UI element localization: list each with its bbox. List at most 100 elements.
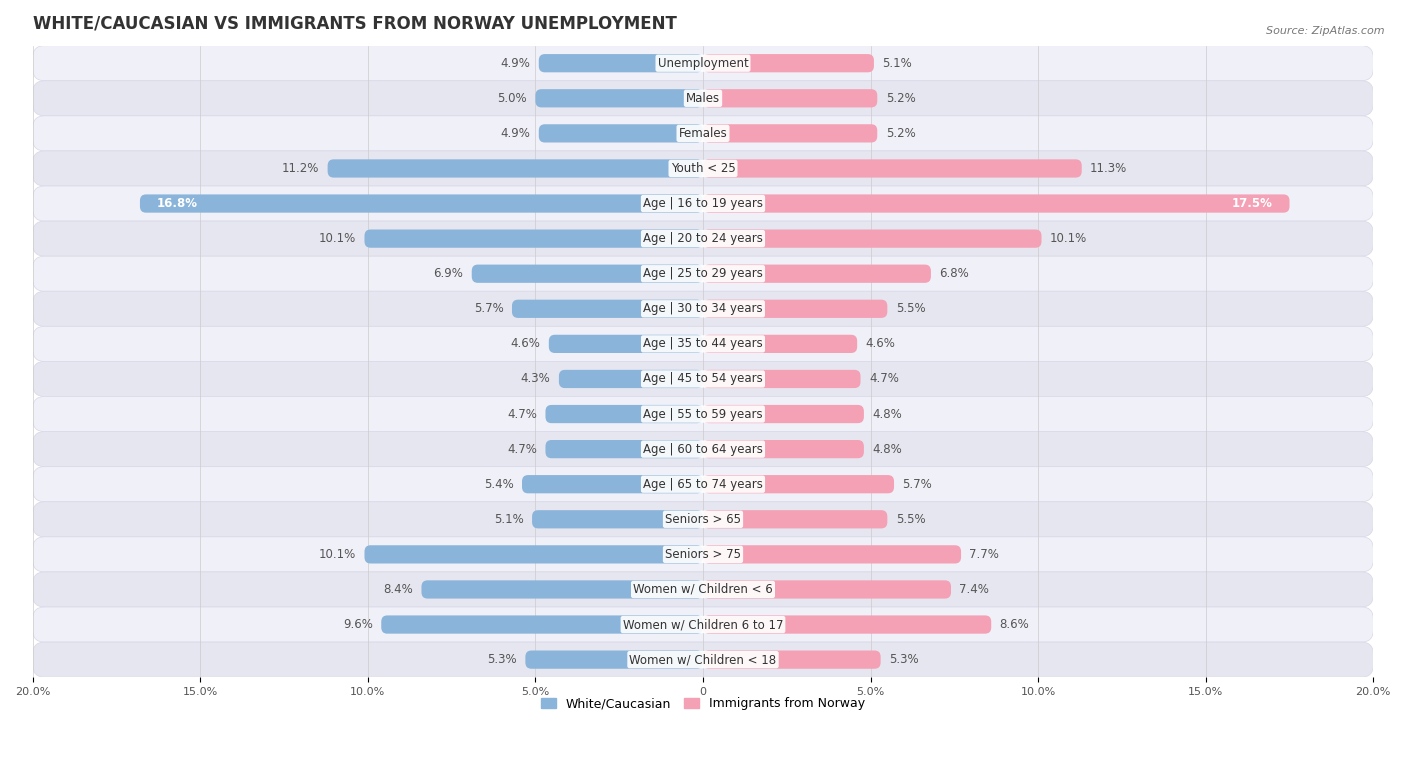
Text: 11.3%: 11.3% xyxy=(1090,162,1128,175)
FancyBboxPatch shape xyxy=(32,116,1374,151)
Text: 5.2%: 5.2% xyxy=(886,127,915,140)
FancyBboxPatch shape xyxy=(703,440,863,458)
FancyBboxPatch shape xyxy=(703,195,1289,213)
Text: 10.1%: 10.1% xyxy=(319,548,356,561)
Text: Age | 25 to 29 years: Age | 25 to 29 years xyxy=(643,267,763,280)
Text: Women w/ Children < 18: Women w/ Children < 18 xyxy=(630,653,776,666)
FancyBboxPatch shape xyxy=(703,405,863,423)
Text: 5.1%: 5.1% xyxy=(883,57,912,70)
Text: 6.8%: 6.8% xyxy=(939,267,969,280)
Text: 4.7%: 4.7% xyxy=(869,372,898,385)
FancyBboxPatch shape xyxy=(703,545,962,563)
FancyBboxPatch shape xyxy=(703,300,887,318)
Text: 4.7%: 4.7% xyxy=(508,407,537,421)
FancyBboxPatch shape xyxy=(512,300,703,318)
Text: 10.1%: 10.1% xyxy=(1050,232,1087,245)
Text: Age | 65 to 74 years: Age | 65 to 74 years xyxy=(643,478,763,491)
FancyBboxPatch shape xyxy=(32,326,1374,361)
Text: 5.0%: 5.0% xyxy=(498,92,527,104)
FancyBboxPatch shape xyxy=(32,151,1374,186)
FancyBboxPatch shape xyxy=(32,431,1374,466)
Text: 17.5%: 17.5% xyxy=(1232,197,1272,210)
FancyBboxPatch shape xyxy=(32,572,1374,607)
FancyBboxPatch shape xyxy=(32,466,1374,502)
Text: WHITE/CAUCASIAN VS IMMIGRANTS FROM NORWAY UNEMPLOYMENT: WHITE/CAUCASIAN VS IMMIGRANTS FROM NORWA… xyxy=(32,15,676,33)
Text: Unemployment: Unemployment xyxy=(658,57,748,70)
Text: Seniors > 75: Seniors > 75 xyxy=(665,548,741,561)
FancyBboxPatch shape xyxy=(32,502,1374,537)
FancyBboxPatch shape xyxy=(32,221,1374,256)
FancyBboxPatch shape xyxy=(364,229,703,248)
FancyBboxPatch shape xyxy=(364,545,703,563)
Text: Age | 30 to 34 years: Age | 30 to 34 years xyxy=(643,302,763,316)
Legend: White/Caucasian, Immigrants from Norway: White/Caucasian, Immigrants from Norway xyxy=(536,692,870,715)
Text: Age | 60 to 64 years: Age | 60 to 64 years xyxy=(643,443,763,456)
Text: Males: Males xyxy=(686,92,720,104)
FancyBboxPatch shape xyxy=(531,510,703,528)
Text: 4.9%: 4.9% xyxy=(501,57,530,70)
Text: Age | 20 to 24 years: Age | 20 to 24 years xyxy=(643,232,763,245)
FancyBboxPatch shape xyxy=(381,615,703,634)
FancyBboxPatch shape xyxy=(558,370,703,388)
FancyBboxPatch shape xyxy=(328,159,703,178)
Text: Age | 16 to 19 years: Age | 16 to 19 years xyxy=(643,197,763,210)
Text: 5.3%: 5.3% xyxy=(488,653,517,666)
Text: 4.9%: 4.9% xyxy=(501,127,530,140)
FancyBboxPatch shape xyxy=(141,195,703,213)
Text: 4.7%: 4.7% xyxy=(508,443,537,456)
FancyBboxPatch shape xyxy=(32,81,1374,116)
Text: 9.6%: 9.6% xyxy=(343,618,373,631)
FancyBboxPatch shape xyxy=(472,265,703,283)
Text: 10.1%: 10.1% xyxy=(319,232,356,245)
FancyBboxPatch shape xyxy=(32,642,1374,678)
Text: 8.4%: 8.4% xyxy=(384,583,413,596)
Text: 4.3%: 4.3% xyxy=(520,372,551,385)
FancyBboxPatch shape xyxy=(703,124,877,142)
Text: Age | 55 to 59 years: Age | 55 to 59 years xyxy=(643,407,763,421)
Text: 5.4%: 5.4% xyxy=(484,478,513,491)
Text: 4.6%: 4.6% xyxy=(866,338,896,350)
FancyBboxPatch shape xyxy=(703,265,931,283)
FancyBboxPatch shape xyxy=(703,510,887,528)
FancyBboxPatch shape xyxy=(536,89,703,107)
FancyBboxPatch shape xyxy=(522,475,703,494)
Text: 7.4%: 7.4% xyxy=(959,583,990,596)
FancyBboxPatch shape xyxy=(703,370,860,388)
FancyBboxPatch shape xyxy=(703,335,858,353)
FancyBboxPatch shape xyxy=(32,186,1374,221)
Text: 11.2%: 11.2% xyxy=(281,162,319,175)
Text: 5.1%: 5.1% xyxy=(494,512,523,526)
Text: Seniors > 65: Seniors > 65 xyxy=(665,512,741,526)
FancyBboxPatch shape xyxy=(422,581,703,599)
Text: Youth < 25: Youth < 25 xyxy=(671,162,735,175)
Text: 5.5%: 5.5% xyxy=(896,512,925,526)
FancyBboxPatch shape xyxy=(703,89,877,107)
FancyBboxPatch shape xyxy=(703,475,894,494)
FancyBboxPatch shape xyxy=(538,54,703,73)
Text: Women w/ Children < 6: Women w/ Children < 6 xyxy=(633,583,773,596)
FancyBboxPatch shape xyxy=(703,54,875,73)
FancyBboxPatch shape xyxy=(538,124,703,142)
FancyBboxPatch shape xyxy=(703,650,880,668)
Text: 4.8%: 4.8% xyxy=(872,443,903,456)
FancyBboxPatch shape xyxy=(32,397,1374,431)
Text: Females: Females xyxy=(679,127,727,140)
Text: 4.8%: 4.8% xyxy=(872,407,903,421)
FancyBboxPatch shape xyxy=(546,440,703,458)
FancyBboxPatch shape xyxy=(703,615,991,634)
Text: 16.8%: 16.8% xyxy=(156,197,198,210)
FancyBboxPatch shape xyxy=(703,229,1042,248)
FancyBboxPatch shape xyxy=(703,159,1081,178)
Text: Women w/ Children 6 to 17: Women w/ Children 6 to 17 xyxy=(623,618,783,631)
FancyBboxPatch shape xyxy=(703,581,950,599)
Text: 8.6%: 8.6% xyxy=(1000,618,1029,631)
FancyBboxPatch shape xyxy=(526,650,703,668)
Text: 7.7%: 7.7% xyxy=(970,548,1000,561)
FancyBboxPatch shape xyxy=(32,291,1374,326)
FancyBboxPatch shape xyxy=(548,335,703,353)
Text: 6.9%: 6.9% xyxy=(433,267,464,280)
FancyBboxPatch shape xyxy=(32,607,1374,642)
Text: Source: ZipAtlas.com: Source: ZipAtlas.com xyxy=(1267,26,1385,36)
Text: 5.7%: 5.7% xyxy=(474,302,503,316)
FancyBboxPatch shape xyxy=(32,256,1374,291)
